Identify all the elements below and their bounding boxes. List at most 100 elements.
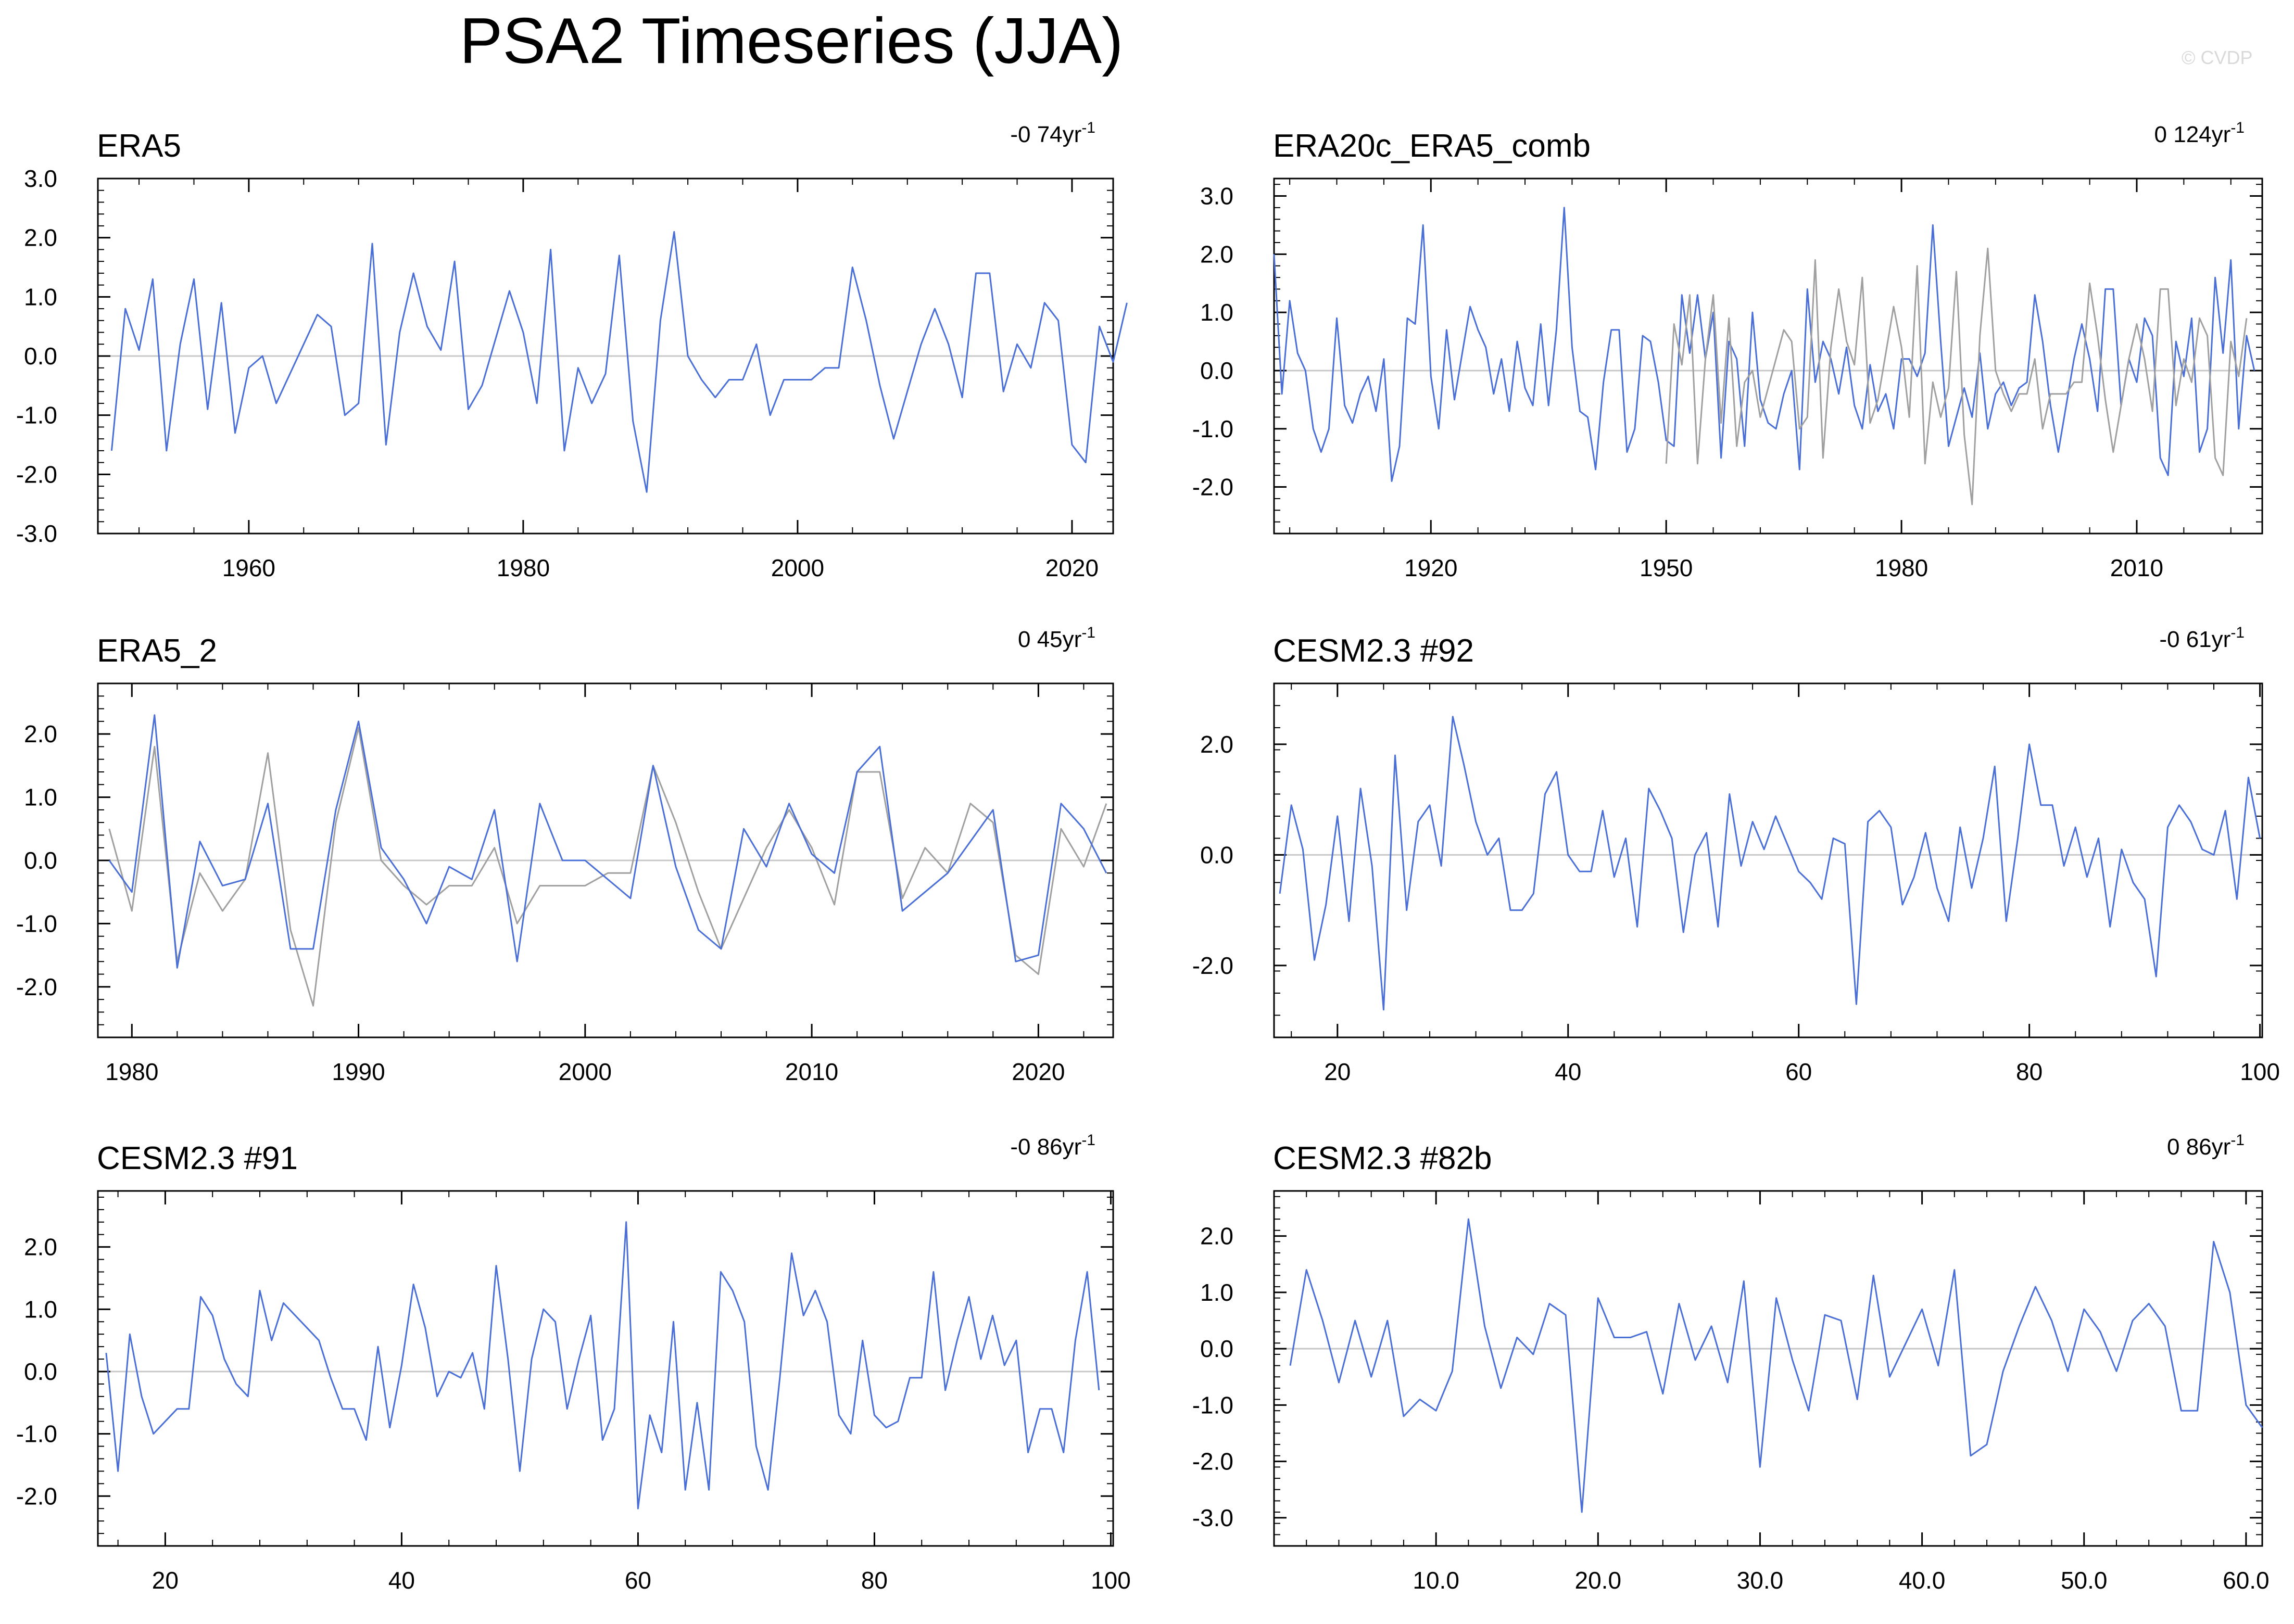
y-tick-label: -3.0 [1192, 1504, 1233, 1531]
y-tick-label: 0.0 [1200, 841, 1233, 868]
x-tick-label: 1980 [497, 554, 550, 581]
trend-label: 0 124yr-1 [2154, 119, 2245, 147]
x-tick-label: 60.0 [2223, 1567, 2270, 1594]
panel-title: CESM2.3 #91 [97, 1140, 298, 1176]
x-tick-label: 80 [861, 1567, 888, 1594]
y-tick-label: -1.0 [16, 1420, 57, 1448]
x-tick-label: 100 [1091, 1567, 1131, 1594]
x-tick-label: 30.0 [1737, 1567, 1784, 1594]
x-tick-label: 40 [1555, 1058, 1581, 1085]
y-tick-label: 1.0 [24, 1296, 57, 1323]
x-tick-label: 40.0 [1899, 1567, 1946, 1594]
model-series-line [108, 714, 1107, 969]
trend-exponent: -1 [1081, 1132, 1095, 1149]
y-tick-label: -2.0 [16, 973, 57, 1000]
y-tick-label: 0.0 [24, 1358, 57, 1385]
x-tick-label: 1980 [105, 1058, 158, 1085]
page-title: PSA2 Timeseries (JJA) [459, 5, 1124, 77]
y-tick-label: 0.0 [24, 847, 57, 874]
panel-5: CESM2.3 #91 -0 86yr-1 -2.0 -1.0 0.0 1.0 2.0 20 4… [16, 1132, 1131, 1594]
panel-2: ERA20c_ERA5_comb 0 124yr-1 -2.0 -1.0 0.0 1.0 2… [1192, 119, 2263, 581]
plot-frame [1273, 682, 2263, 1038]
obs-series-line [108, 727, 1107, 1007]
x-tick-label: 20 [1324, 1058, 1351, 1085]
y-tick-label: 2.0 [24, 720, 57, 747]
y-tick-label: 2.0 [24, 1234, 57, 1261]
x-tick-label: 2010 [2110, 554, 2163, 581]
x-tick-label: 60 [1785, 1058, 1812, 1085]
x-tick-label: 1960 [222, 554, 275, 581]
trend-label: -0 86yr-1 [1010, 1132, 1095, 1160]
x-tick-label: 1950 [1640, 554, 1693, 581]
x-tick-label: 2020 [1012, 1058, 1065, 1085]
x-tick-label: 50.0 [2061, 1567, 2108, 1594]
x-tick-label: 80 [2016, 1058, 2043, 1085]
y-tick-label: 3.0 [1200, 183, 1233, 210]
trend-label: 0 86yr-1 [2167, 1132, 2245, 1160]
trend-exponent: -1 [1081, 119, 1095, 136]
trend-label: -0 74yr-1 [1010, 119, 1095, 147]
panel-3: ERA5_2 0 45yr-1 -2.0 -1.0 0.0 1.0 2.0 1980 1990 2… [16, 624, 1114, 1085]
panel-4: CESM2.3 #92 -0 61yr-1 -2.0 0.0 2.0 20 40 60 80 10… [1192, 624, 2280, 1085]
x-tick-label: 1920 [1404, 554, 1457, 581]
model-series-line [1273, 207, 2255, 482]
panel-6: CESM2.3 #82b 0 86yr-1 -3.0 -2.0 -1.0 0.0 1.0 2.… [1192, 1132, 2270, 1594]
watermark: © CVDP [2182, 47, 2253, 68]
model-series-line [1289, 1218, 2263, 1513]
y-tick-label: -1.0 [1192, 1391, 1233, 1418]
y-tick-label: 1.0 [1200, 299, 1233, 326]
y-tick-label: 2.0 [1200, 240, 1233, 268]
y-tick-label: -2.0 [1192, 952, 1233, 979]
panel-title: ERA5_2 [97, 633, 217, 669]
y-tick-label: 0.0 [24, 342, 57, 370]
y-tick-label: 1.0 [1200, 1279, 1233, 1306]
model-series-line [110, 231, 1128, 493]
x-tick-label: 2020 [1045, 554, 1099, 581]
y-tick-label: -1.0 [16, 402, 57, 429]
x-tick-label: 10.0 [1413, 1567, 1459, 1594]
trend-exponent: -1 [2230, 119, 2245, 136]
y-tick-label: -2.0 [1192, 474, 1233, 501]
panel-title: ERA20c_ERA5_comb [1273, 128, 1591, 164]
y-tick-label: -1.0 [1192, 415, 1233, 442]
trend-exponent: -1 [1081, 624, 1095, 641]
x-tick-label: 2010 [785, 1058, 838, 1085]
plot-frame [1273, 1190, 2263, 1547]
trend-label: 0 45yr-1 [1018, 624, 1095, 652]
trend-exponent: -1 [2230, 624, 2245, 641]
panel-title: CESM2.3 #82b [1273, 1140, 1492, 1176]
y-tick-label: 2.0 [1200, 731, 1233, 758]
y-tick-label: -2.0 [1192, 1448, 1233, 1475]
y-tick-label: 0.0 [1200, 357, 1233, 384]
trend-exponent: -1 [2230, 1132, 2245, 1149]
y-tick-label: 1.0 [24, 283, 57, 310]
x-tick-label: 1980 [1875, 554, 1928, 581]
plot-frame [97, 1190, 1114, 1547]
x-tick-label: 60 [625, 1567, 651, 1594]
x-tick-label: 2000 [559, 1058, 612, 1085]
y-tick-label: 3.0 [24, 165, 57, 192]
y-tick-label: -2.0 [16, 1482, 57, 1509]
y-tick-label: 0.0 [1200, 1335, 1233, 1362]
y-tick-label: 2.0 [24, 224, 57, 251]
model-series-line [105, 1221, 1100, 1509]
plot-frame [1273, 177, 2263, 535]
y-tick-label: -2.0 [16, 461, 57, 488]
x-tick-label: 1990 [332, 1058, 385, 1085]
x-tick-label: 2000 [771, 554, 824, 581]
y-tick-label: 2.0 [1200, 1223, 1233, 1250]
model-series-line [1279, 716, 2261, 1011]
panel-title: CESM2.3 #92 [1273, 633, 1474, 669]
trend-label: -0 61yr-1 [2159, 624, 2245, 652]
obs-series-line [1665, 247, 2248, 505]
x-tick-label: 40 [388, 1567, 415, 1594]
x-tick-label: 20.0 [1575, 1567, 1622, 1594]
panel-1: ERA5 -0 74yr-1 -3.0 -2.0 -1.0 0.0 1.0 2.0 3.0 196… [16, 119, 1128, 581]
y-tick-label: -3.0 [16, 520, 57, 547]
x-tick-label: 100 [2240, 1058, 2280, 1085]
y-tick-label: -1.0 [16, 910, 57, 937]
x-tick-label: 20 [152, 1567, 179, 1594]
panel-title: ERA5 [97, 128, 181, 164]
y-tick-label: 1.0 [24, 784, 57, 811]
